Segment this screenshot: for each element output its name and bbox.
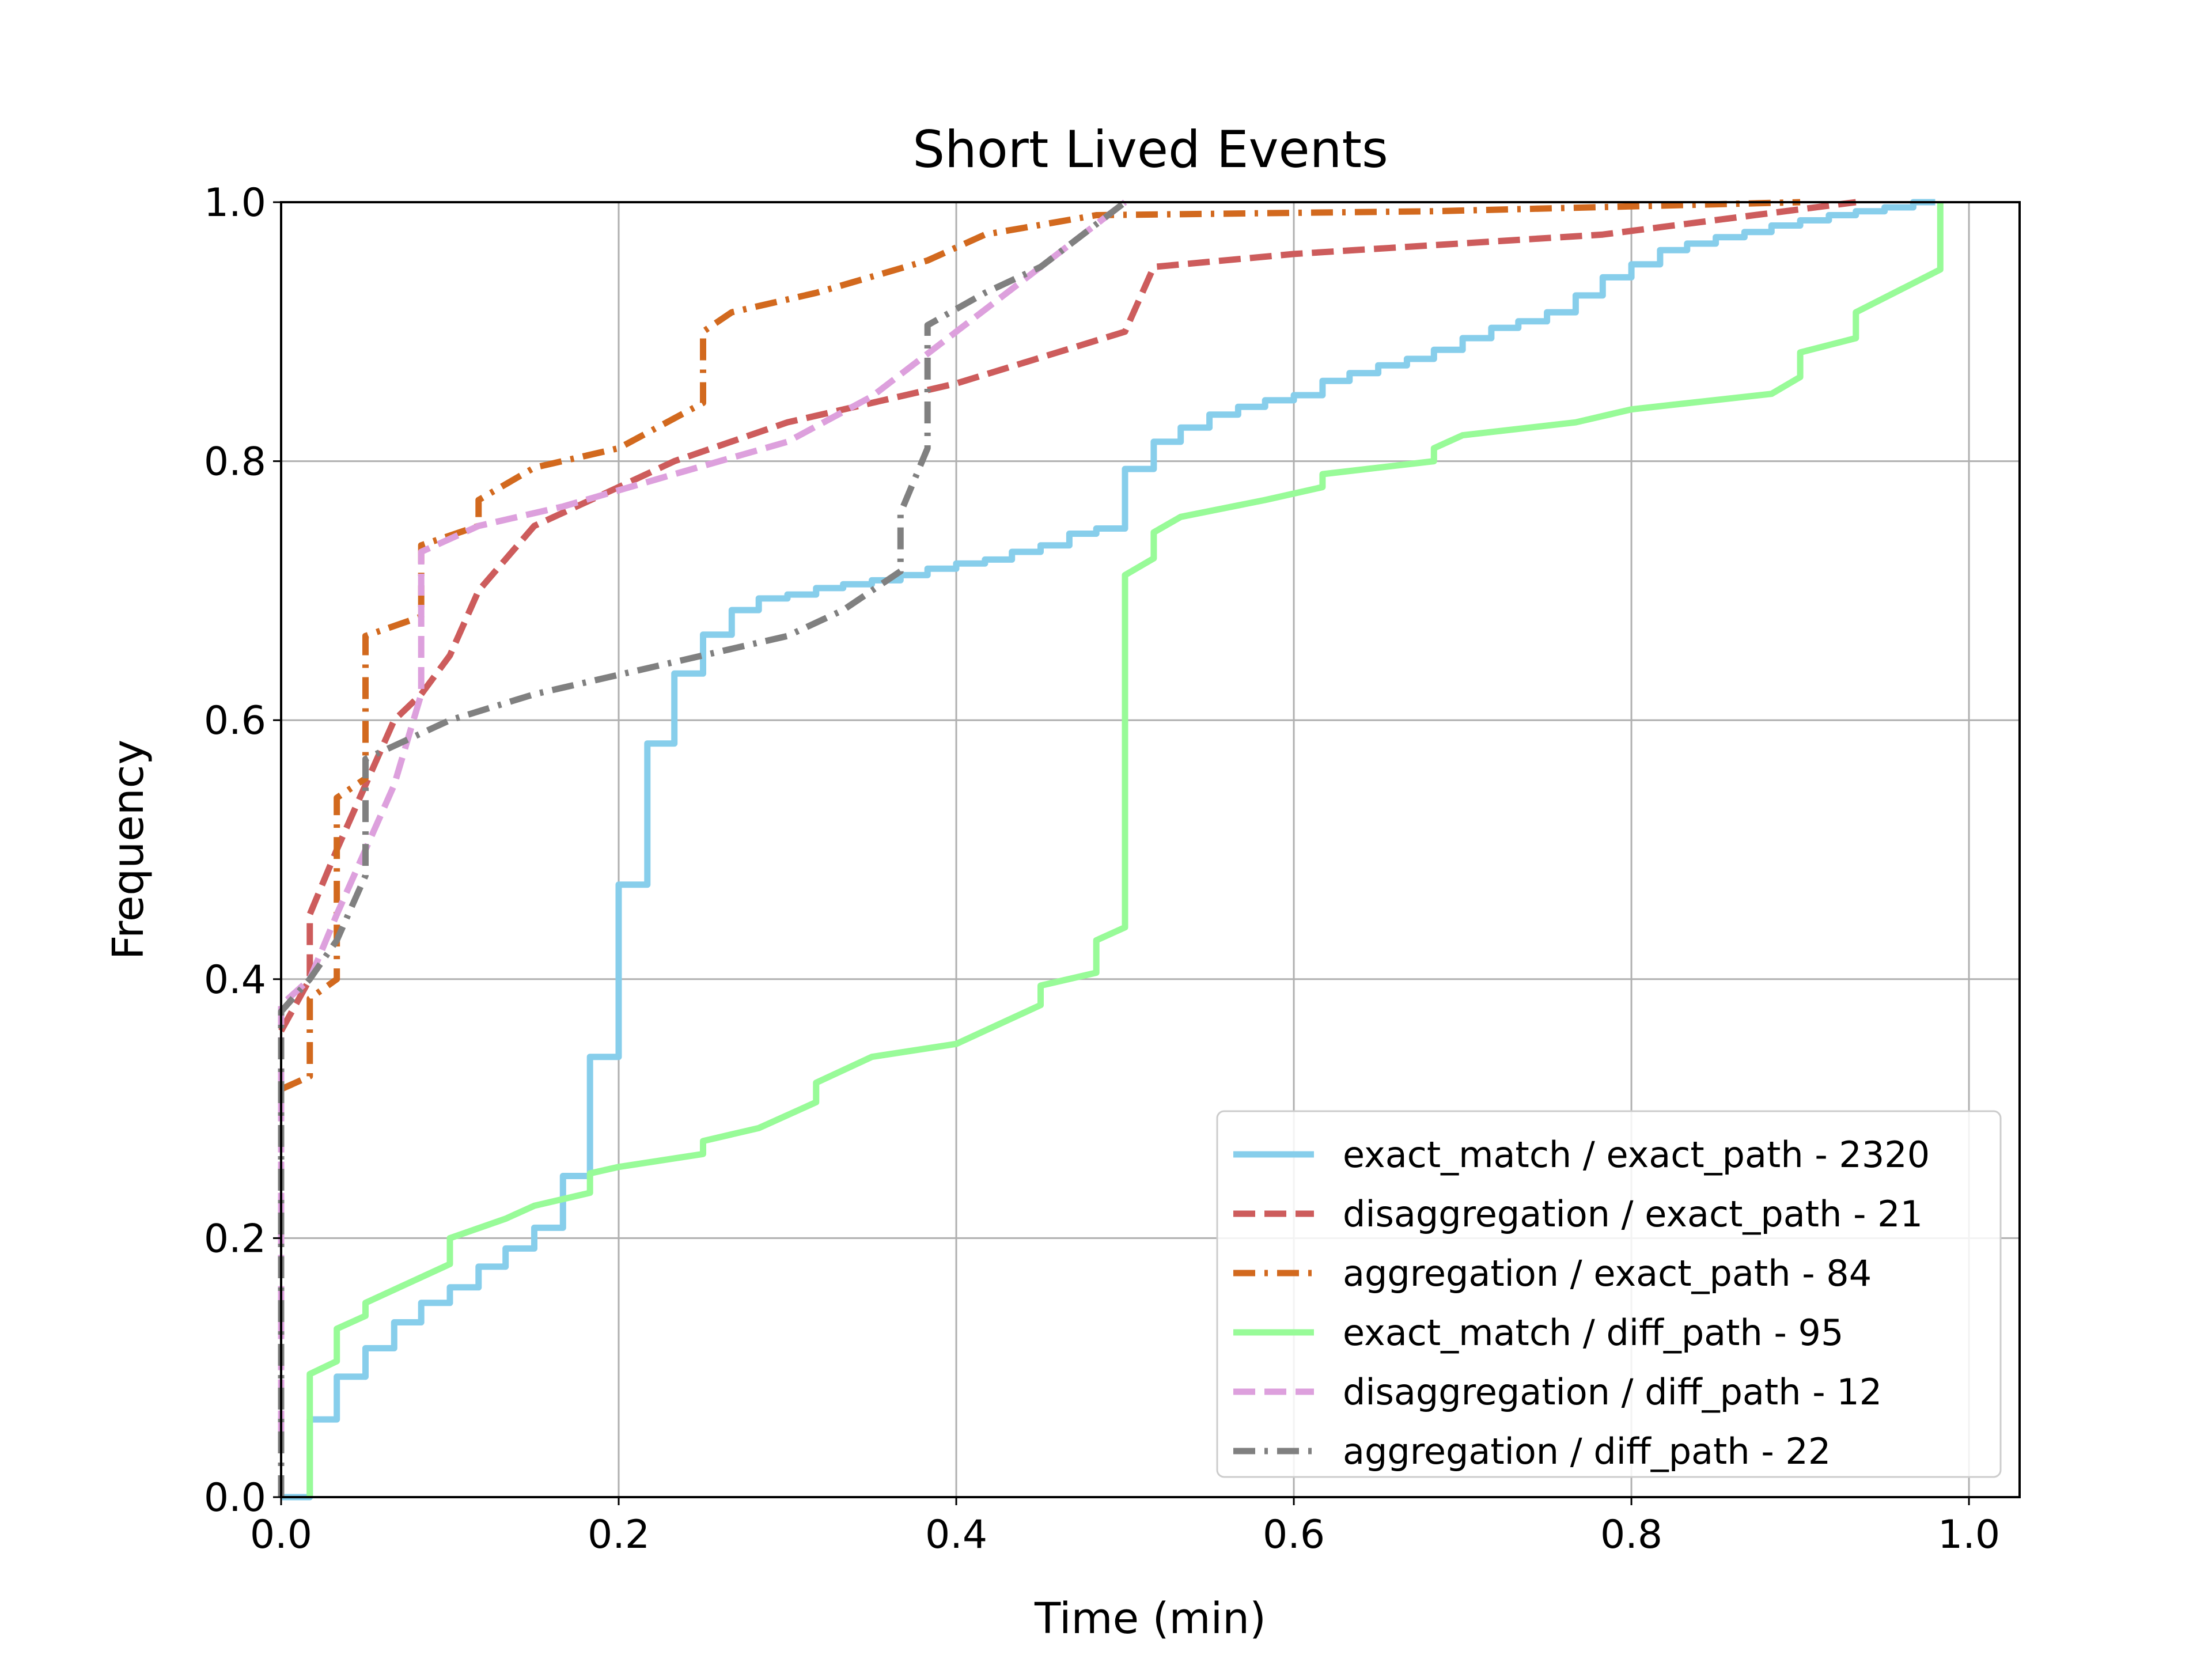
x-tick-label: 0.0 (250, 1512, 312, 1558)
legend-label-exact-match-exact-path-2320: exact_match / exact_path - 2320 (1343, 1134, 1930, 1176)
y-tick-label: 0.0 (204, 1475, 266, 1521)
x-tick-label: 0.6 (1263, 1512, 1325, 1558)
y-axis-label: Frequency (104, 740, 153, 960)
x-tick-label: 1.0 (1938, 1512, 2000, 1558)
y-tick-label: 0.6 (204, 698, 266, 744)
legend-box (1216, 1110, 2002, 1478)
legend-label-aggregation-exact-path-84: aggregation / exact_path - 84 (1343, 1252, 1872, 1294)
legend-label-exact-match-diff-path-95: exact_match / diff_path - 95 (1343, 1312, 1843, 1354)
axis-ticks: 0.0 0.2 0.4 0.6 0.8 1.0 0.0 0.2 0.4 0.6 0.8 1.0 (204, 180, 2000, 1558)
series-line-disaggregation-diff-path-12 (278, 199, 1127, 1433)
chart-title: Short Lived Events (912, 120, 1388, 179)
legend-label-disaggregation-diff-path-12: disaggregation / diff_path - 12 (1343, 1371, 1882, 1413)
plot-frame (280, 201, 2021, 1498)
legend-label-aggregation-diff-path-22: aggregation / diff_path - 22 (1343, 1430, 1831, 1472)
series-line-aggregation-diff-path-22 (278, 199, 1127, 1497)
x-tick-label: 0.2 (588, 1512, 650, 1558)
x-axis-label: Time (min) (1034, 1594, 1266, 1643)
series-line-aggregation-exact-path-84 (279, 199, 1801, 1092)
series-line-exact-match-diff-path-95 (306, 202, 1944, 1497)
y-tick-label: 0.8 (204, 440, 266, 485)
y-tick-label: 0.2 (204, 1216, 266, 1262)
y-tick-label: 1.0 (204, 180, 266, 226)
x-tick-label: 0.8 (1600, 1512, 1662, 1558)
series-lines (278, 199, 1944, 1501)
legend: exact_match / exact_path - 2320 disaggreg… (1216, 1110, 2002, 1478)
x-tick-label: 0.4 (925, 1512, 987, 1558)
y-tick-label: 0.4 (204, 957, 266, 1003)
legend-label-disaggregation-exact-path-21: disaggregation / exact_path - 21 (1343, 1193, 1923, 1235)
